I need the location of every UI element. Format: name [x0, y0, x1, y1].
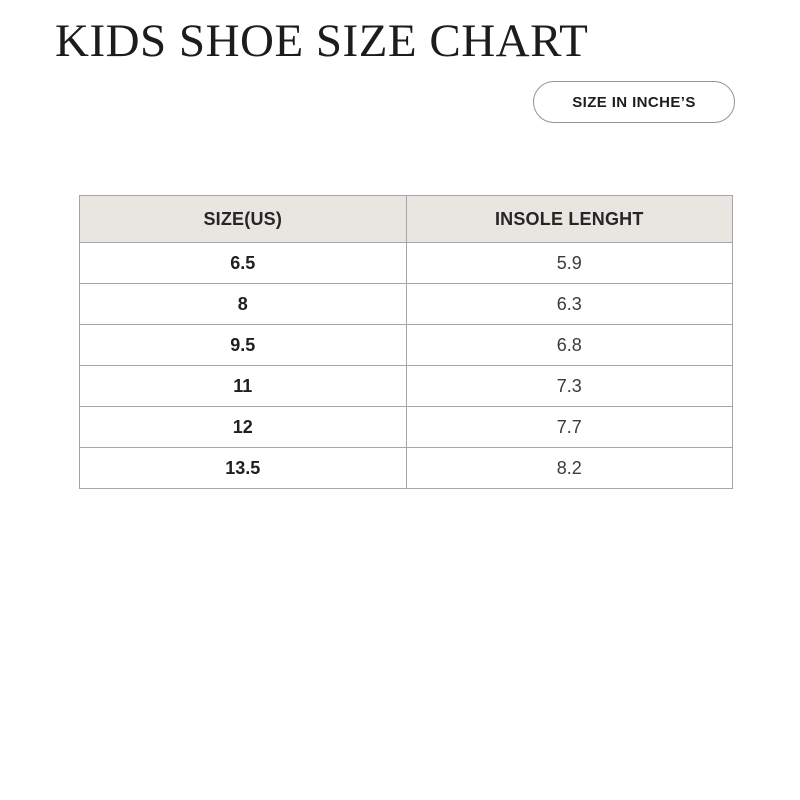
insole-length-value: 6.3 — [405, 283, 733, 325]
size-us-value: 8 — [79, 283, 407, 325]
insole-length-value: 7.7 — [405, 406, 733, 448]
page-title: KIDS SHOE SIZE CHART — [55, 15, 589, 67]
size-us-value: 11 — [79, 365, 407, 407]
size-unit-badge[interactable]: SIZE IN INCHE’S — [533, 81, 735, 123]
table-row: 9.5 6.8 — [79, 324, 733, 366]
table-row: 13.5 8.2 — [79, 447, 733, 489]
column-header-insole-length: INSOLE LENGHT — [405, 195, 733, 243]
size-us-value: 13.5 — [79, 447, 407, 489]
table-row: 8 6.3 — [79, 283, 733, 325]
size-us-value: 12 — [79, 406, 407, 448]
size-us-value: 6.5 — [79, 242, 407, 284]
column-header-size-us: SIZE(US) — [79, 195, 407, 243]
table-header-row: SIZE(US) INSOLE LENGHT — [79, 195, 733, 243]
table-row: 6.5 5.9 — [79, 242, 733, 284]
table-row: 12 7.7 — [79, 406, 733, 448]
size-chart-table: SIZE(US) INSOLE LENGHT 6.5 5.9 8 6.3 9.5… — [79, 195, 733, 489]
table-row: 11 7.3 — [79, 365, 733, 407]
size-unit-badge-label: SIZE IN INCHE’S — [572, 93, 696, 111]
insole-length-value: 8.2 — [405, 447, 733, 489]
insole-length-value: 6.8 — [405, 324, 733, 366]
insole-length-value: 5.9 — [405, 242, 733, 284]
size-us-value: 9.5 — [79, 324, 407, 366]
insole-length-value: 7.3 — [405, 365, 733, 407]
